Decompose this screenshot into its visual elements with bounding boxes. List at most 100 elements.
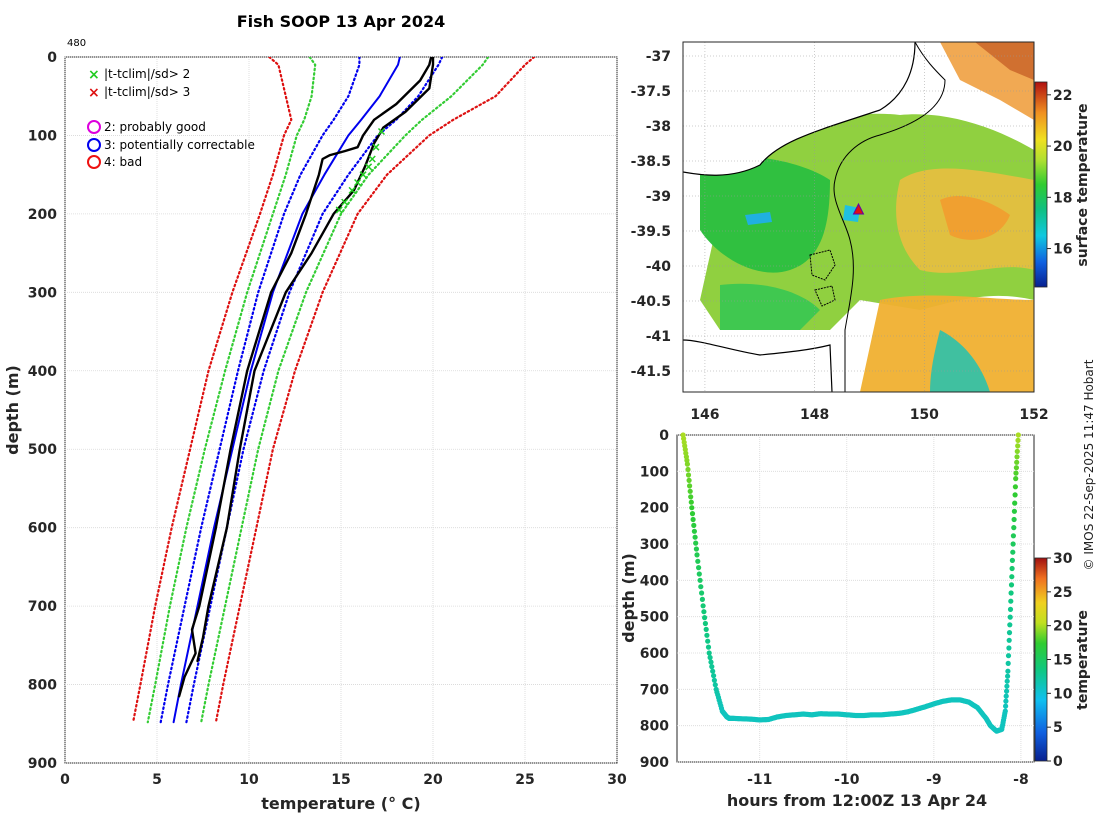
profile-x-tick-label: 30 <box>607 772 627 788</box>
track-point <box>699 590 705 596</box>
depth-time-y-axis-label: depth (m) <box>619 553 638 643</box>
profile-y-tick-label: 500 <box>28 442 57 458</box>
depth-time-y-tick-label: 100 <box>640 464 669 480</box>
temperature-colorbar-ticks: 0 5 10 15 20 25 30 <box>1047 551 1073 770</box>
map-lat-tick-label: -38.5 <box>631 154 671 170</box>
profile-y-tick-label: 700 <box>28 599 57 615</box>
profile-x-tick-label: 25 <box>515 772 534 788</box>
profile-flag-x2 <box>377 127 386 136</box>
depth-time-y-tick-label: 700 <box>640 682 669 698</box>
track-point <box>698 584 704 590</box>
map-lat-tick-label: -41 <box>646 329 671 345</box>
track-point <box>1005 653 1012 659</box>
track-point <box>696 565 702 571</box>
track-point <box>691 522 697 529</box>
surface-colorbar-tick-label: 20 <box>1053 139 1073 155</box>
track-point <box>1007 614 1013 620</box>
track-point <box>688 499 694 505</box>
track-point <box>1005 660 1011 667</box>
island-outline <box>809 249 836 281</box>
profile-x-tick-label: 5 <box>152 772 162 788</box>
track-point <box>684 461 691 467</box>
temperature-colorbar-tick-label: 30 <box>1053 551 1073 567</box>
map-lon-tick-label: 146 <box>690 407 719 423</box>
profile-flag-x2 <box>368 155 376 163</box>
track-point <box>696 571 702 577</box>
profile-series-line-2 <box>159 57 361 724</box>
track-point <box>1004 683 1010 689</box>
profile-series-line-4 <box>185 57 444 724</box>
profile-series <box>132 57 536 724</box>
track-point <box>687 483 693 489</box>
temperature-colorbar-tick-label: 20 <box>1053 619 1073 635</box>
track-point <box>688 494 694 500</box>
track-point <box>700 603 706 609</box>
sst-south-cool <box>930 330 990 392</box>
profile-series-line-6 <box>214 57 536 724</box>
track-point <box>705 638 711 644</box>
map-lat-tick-label: -40 <box>646 259 672 275</box>
profile-series-line-0 <box>132 57 293 724</box>
temperature-colorbar-tick-label: 25 <box>1053 585 1072 601</box>
track-point <box>1008 598 1014 604</box>
chart-title: Fish SOOP 13 Apr 2024 <box>237 12 446 31</box>
temperature-colorbar-tick-label: 10 <box>1053 686 1073 702</box>
track-point <box>709 664 715 670</box>
legend-q3-marker <box>87 138 101 152</box>
surface-colorbar-ticks: 16 18 20 22 <box>1047 88 1073 258</box>
depth-time-x-tick-label: -10 <box>834 772 860 788</box>
surface-colorbar-tick-label: 18 <box>1053 190 1072 206</box>
depth-time-x-axis-label: hours from 12:00Z 13 Apr 24 <box>727 791 987 810</box>
track-point <box>710 668 716 674</box>
track-point <box>1009 557 1016 564</box>
legend-q4-marker <box>87 155 101 169</box>
depth-time-x-tick-label: -11 <box>747 772 772 788</box>
depth-time-x-tick-label: -8 <box>1013 772 1029 788</box>
track-point <box>703 626 709 633</box>
eez-boundary <box>833 42 946 392</box>
track-point <box>693 546 700 552</box>
track-point <box>1006 630 1013 636</box>
tasmania <box>683 340 830 392</box>
track-point <box>697 577 703 583</box>
profile-x-tick-label: 15 <box>331 772 350 788</box>
legend-q2-marker <box>87 120 101 134</box>
track-point <box>701 609 707 615</box>
track-point <box>1011 516 1017 523</box>
sst-map: 146 148 150 152 -37 -37.5 -38 -38.5 -39 -39.5 -40 -… <box>631 41 1091 423</box>
profile-location-marker <box>852 202 865 215</box>
map-lat-tick-label: -37.5 <box>631 84 671 100</box>
track-point <box>1010 549 1016 555</box>
track-point <box>702 620 709 627</box>
track-point <box>1009 574 1015 580</box>
profile-y-tick-label: 100 <box>28 128 57 144</box>
profile-x-axis-label: temperature (° C) <box>261 794 420 813</box>
profile-y-tick-label: 800 <box>28 678 57 694</box>
profile-flag-x2 <box>372 143 380 151</box>
track-point <box>1002 708 1008 714</box>
track-point <box>1015 432 1021 438</box>
legend-x3-marker: × <box>88 85 100 101</box>
sst-cyan-patch <box>745 212 772 225</box>
temperature-colorbar-tick-label: 0 <box>1053 754 1063 770</box>
profile-y-axis-label: depth (m) <box>3 365 22 455</box>
track-point <box>1008 582 1015 588</box>
track-point <box>1011 525 1017 531</box>
track-point <box>695 558 701 564</box>
surface-colorbar-tick-label: 22 <box>1053 88 1072 104</box>
track-point <box>1013 476 1019 482</box>
track-point <box>1006 637 1012 643</box>
profile-flag-x2 <box>365 163 373 171</box>
track-point <box>1003 698 1009 704</box>
map-frame <box>682 41 1035 393</box>
profile-flag-x2 <box>348 186 356 194</box>
track-point <box>1005 673 1011 679</box>
surface-temperature-colorbar <box>1034 81 1048 288</box>
map-lat-tick-label: -39 <box>646 189 671 205</box>
sst-orange-patch <box>940 195 1010 240</box>
depth-time-y-tick-label: 800 <box>640 719 669 735</box>
track-point <box>704 632 710 638</box>
